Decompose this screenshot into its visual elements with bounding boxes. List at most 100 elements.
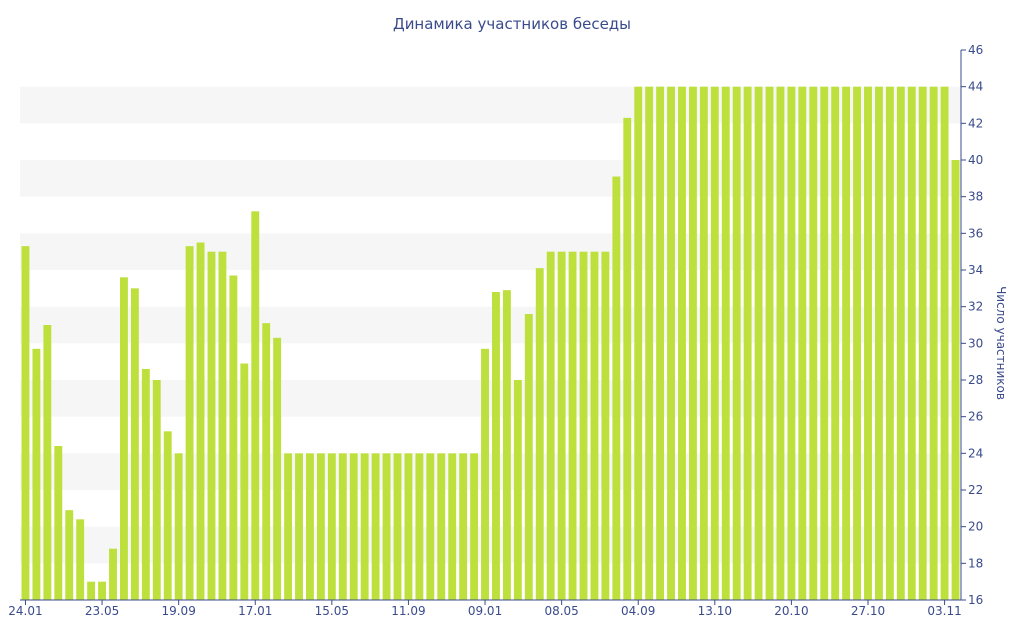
bar	[349, 453, 358, 600]
bar	[109, 548, 117, 600]
bar	[721, 86, 730, 601]
grid-band	[20, 86, 961, 124]
bar	[776, 86, 785, 601]
grid-band	[20, 306, 961, 344]
bar	[360, 453, 369, 600]
bar	[43, 325, 52, 600]
y-tick-label: 46	[968, 43, 983, 57]
y-tick-label: 38	[968, 190, 983, 204]
y-tick-label: 30	[968, 336, 983, 350]
bar	[196, 242, 205, 600]
x-tick-label: 20.10	[774, 604, 808, 618]
bar	[54, 446, 63, 600]
y-tick-label: 34	[968, 263, 983, 277]
y-tick-label: 24	[968, 446, 983, 460]
bar	[502, 290, 511, 600]
bar	[809, 86, 818, 601]
bar	[393, 453, 402, 600]
x-tick-label: 19.09	[161, 604, 195, 618]
bar	[174, 453, 183, 600]
bar	[120, 277, 128, 600]
bar	[448, 453, 457, 600]
bar	[590, 251, 599, 601]
bar	[634, 86, 643, 601]
bar	[842, 86, 851, 601]
x-tick-label: 23.05	[85, 604, 119, 618]
bar	[787, 86, 796, 601]
bar	[316, 453, 325, 600]
bar	[130, 288, 139, 600]
bar	[656, 86, 665, 601]
bar	[579, 251, 588, 601]
x-tick-label: 15.05	[315, 604, 349, 618]
bar	[710, 86, 719, 601]
bar	[568, 251, 577, 601]
bar	[415, 453, 424, 600]
bar	[535, 268, 544, 600]
bar	[185, 246, 194, 601]
grid-band	[20, 160, 961, 197]
y-tick-label: 20	[968, 520, 983, 534]
y-tick-label: 18	[968, 556, 983, 570]
bar	[612, 176, 621, 600]
bar	[218, 251, 227, 601]
y-tick-label: 40	[968, 153, 983, 167]
grid-band	[20, 526, 961, 564]
grid-band	[20, 233, 961, 270]
bar	[929, 86, 938, 601]
x-tick-label: 04.09	[621, 604, 655, 618]
y-tick-label: 42	[968, 116, 983, 130]
bar	[732, 86, 741, 601]
bar	[152, 380, 161, 600]
bar	[678, 86, 686, 601]
y-tick-label: 26	[968, 410, 983, 424]
x-tick-label: 27.10	[851, 604, 885, 618]
bar	[437, 453, 446, 600]
bar	[623, 117, 632, 600]
bar	[273, 337, 282, 600]
bar	[371, 453, 380, 600]
bar	[765, 86, 774, 601]
bar	[87, 581, 96, 600]
x-tick-label: 13.10	[698, 604, 732, 618]
x-tick-label: 08.05	[544, 604, 578, 618]
bar	[327, 453, 336, 600]
bar	[918, 86, 927, 601]
bar	[492, 292, 500, 600]
bar	[601, 251, 610, 601]
bar	[820, 86, 829, 601]
bar	[699, 86, 708, 601]
bar	[940, 86, 949, 601]
y-tick-label: 16	[968, 593, 983, 607]
grid-band	[20, 380, 961, 417]
x-tick-label: 11.09	[391, 604, 425, 618]
bar	[21, 246, 30, 601]
y-tick-label: 32	[968, 300, 983, 314]
bar	[951, 160, 960, 600]
bar	[754, 86, 763, 601]
bar	[404, 453, 413, 600]
bar	[875, 86, 883, 601]
bar	[163, 431, 172, 600]
bar	[459, 453, 468, 600]
x-tick-label: 03.11	[927, 604, 961, 618]
grid-bands	[20, 86, 961, 564]
bar	[907, 86, 916, 601]
chart-title: Динамика участников беседы	[393, 15, 631, 33]
bar	[141, 369, 150, 600]
x-tick-label: 09.01	[468, 604, 502, 618]
x-tick-label: 17.01	[238, 604, 272, 618]
bar	[896, 86, 905, 601]
y-tick-label: 36	[968, 226, 983, 240]
bar	[743, 86, 752, 601]
bar	[831, 86, 840, 601]
bar	[853, 86, 861, 601]
bar	[32, 348, 41, 600]
x-axis: 24.01 23.05 19.09 17.01 15.05 11.09 09.01 08.05…	[8, 599, 962, 618]
bar	[306, 453, 314, 600]
y-tick-label: 28	[968, 373, 983, 387]
x-tick-label: 24.01	[8, 604, 42, 618]
bar	[98, 581, 106, 600]
bar	[240, 363, 249, 600]
